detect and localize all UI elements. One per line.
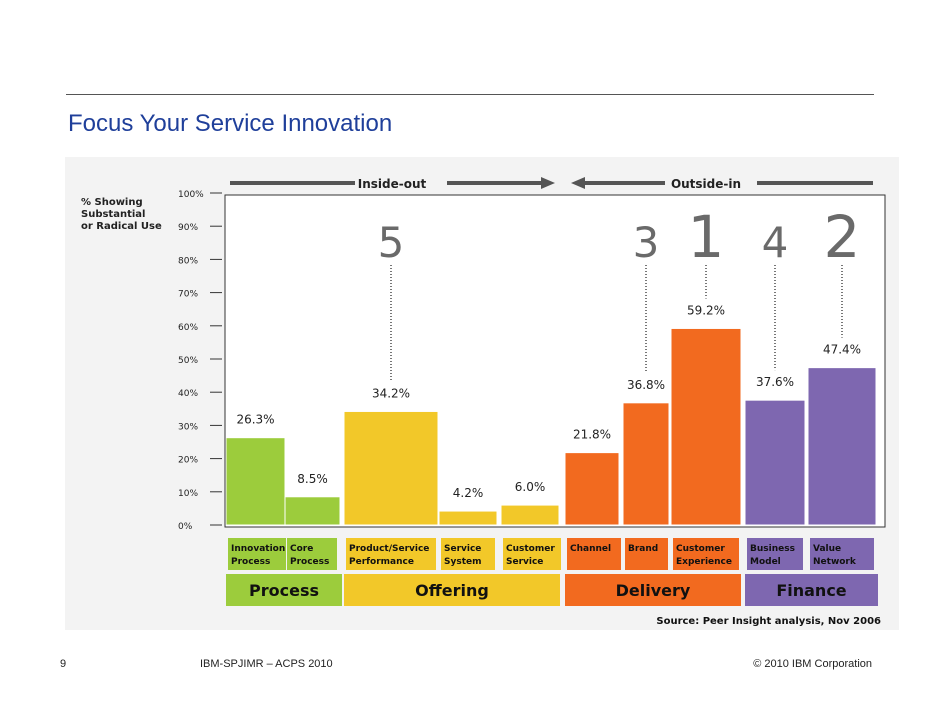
group-label: Process [249,581,319,600]
header-divider [66,94,874,95]
group-label-box [565,574,741,606]
bar [500,504,560,526]
category-label: Product/Service [349,544,429,554]
y-tick-label: 10% [178,489,198,499]
category-label-box [503,538,561,570]
rank-number: 4 [762,218,789,267]
rank-number: 3 [633,218,660,267]
bar-value-label: 37.6% [756,375,794,389]
slide-title: Focus Your Service Innovation [68,110,393,137]
y-tick-label: 100% [178,190,204,200]
y-tick-label: 20% [178,456,198,466]
category-label: Service [444,544,481,554]
rank-number: 2 [824,203,861,271]
rank-number: 1 [688,203,725,271]
y-tick-label: 90% [178,223,198,233]
chart-panel: % Showing Substantial or Radical Use 100% 90… [65,157,899,630]
group-label: Delivery [616,581,691,600]
category-label-box [441,538,495,570]
bar-value-label: 4.2% [453,486,484,500]
category-label: Experience [676,557,732,567]
bar [284,496,341,526]
footer-copyright: © 2010 IBM Corporation [753,658,872,670]
category-label-box [673,538,739,570]
y-axis-label: or Radical Use [81,221,162,232]
category-label-box [747,538,803,570]
category-label: Service [506,557,543,567]
group-label-box [226,574,342,606]
bar-value-label: 36.8% [627,378,665,392]
bar [744,399,806,526]
category-label: Value [813,544,841,554]
y-tick-label: 60% [178,323,198,333]
bar-value-label: 47.4% [823,343,861,357]
bar-value-label: 8.5% [297,472,328,486]
footer-center-text: IBM-SPJIMR – ACPS 2010 [200,658,333,670]
inside-out-arrowhead [541,177,555,189]
category-label: Channel [570,544,611,554]
outside-in-label: Outside-in [671,177,741,191]
bar [807,367,877,526]
y-tick-label: 70% [178,290,198,300]
category-label: Performance [349,557,414,567]
category-label-box [625,538,668,570]
bar-value-label: 26.3% [236,413,274,427]
category-label: Business [750,544,795,554]
group-label: Offering [415,581,489,600]
y-tick-label: 30% [178,422,198,432]
bar-value-label: 59.2% [687,303,725,317]
bar [670,327,742,526]
bar-value-label: 6.0% [515,480,546,494]
category-label: Customer [676,544,725,554]
page-number: 9 [60,658,67,670]
category-label-box [567,538,621,570]
category-label: Process [231,557,270,567]
y-tick-label: 80% [178,256,198,266]
inside-out-label: Inside-out [358,177,427,191]
bar [225,437,286,526]
bar-value-label: 21.8% [573,428,611,442]
bar [564,452,620,526]
category-label: Innovation [231,544,285,554]
group-label: Finance [776,581,846,600]
y-tick-label: 40% [178,389,198,399]
group-label-box [344,574,560,606]
category-label-box [346,538,436,570]
category-label: Network [813,557,857,567]
y-tick-label: 50% [178,356,198,366]
category-label: Customer [506,544,555,554]
y-tick-label: 0% [178,522,193,532]
bar [438,510,498,526]
bar [343,410,439,526]
source-note: Source: Peer Insight analysis, Nov 2006 [656,616,881,627]
category-label: System [444,557,482,567]
category-label-box [228,538,286,570]
category-label: Model [750,557,781,567]
category-label: Brand [628,544,658,554]
y-axis-label: % Showing [81,197,143,208]
group-label-box [745,574,878,606]
outside-in-arrowhead [571,177,585,189]
category-label: Process [290,557,329,567]
bar [622,402,670,526]
rank-number: 5 [378,218,405,267]
category-label-box [287,538,337,570]
y-axis-label: Substantial [81,209,145,220]
category-label: Core [290,544,313,554]
category-label-box [810,538,874,570]
bar-value-label: 34.2% [372,386,410,400]
